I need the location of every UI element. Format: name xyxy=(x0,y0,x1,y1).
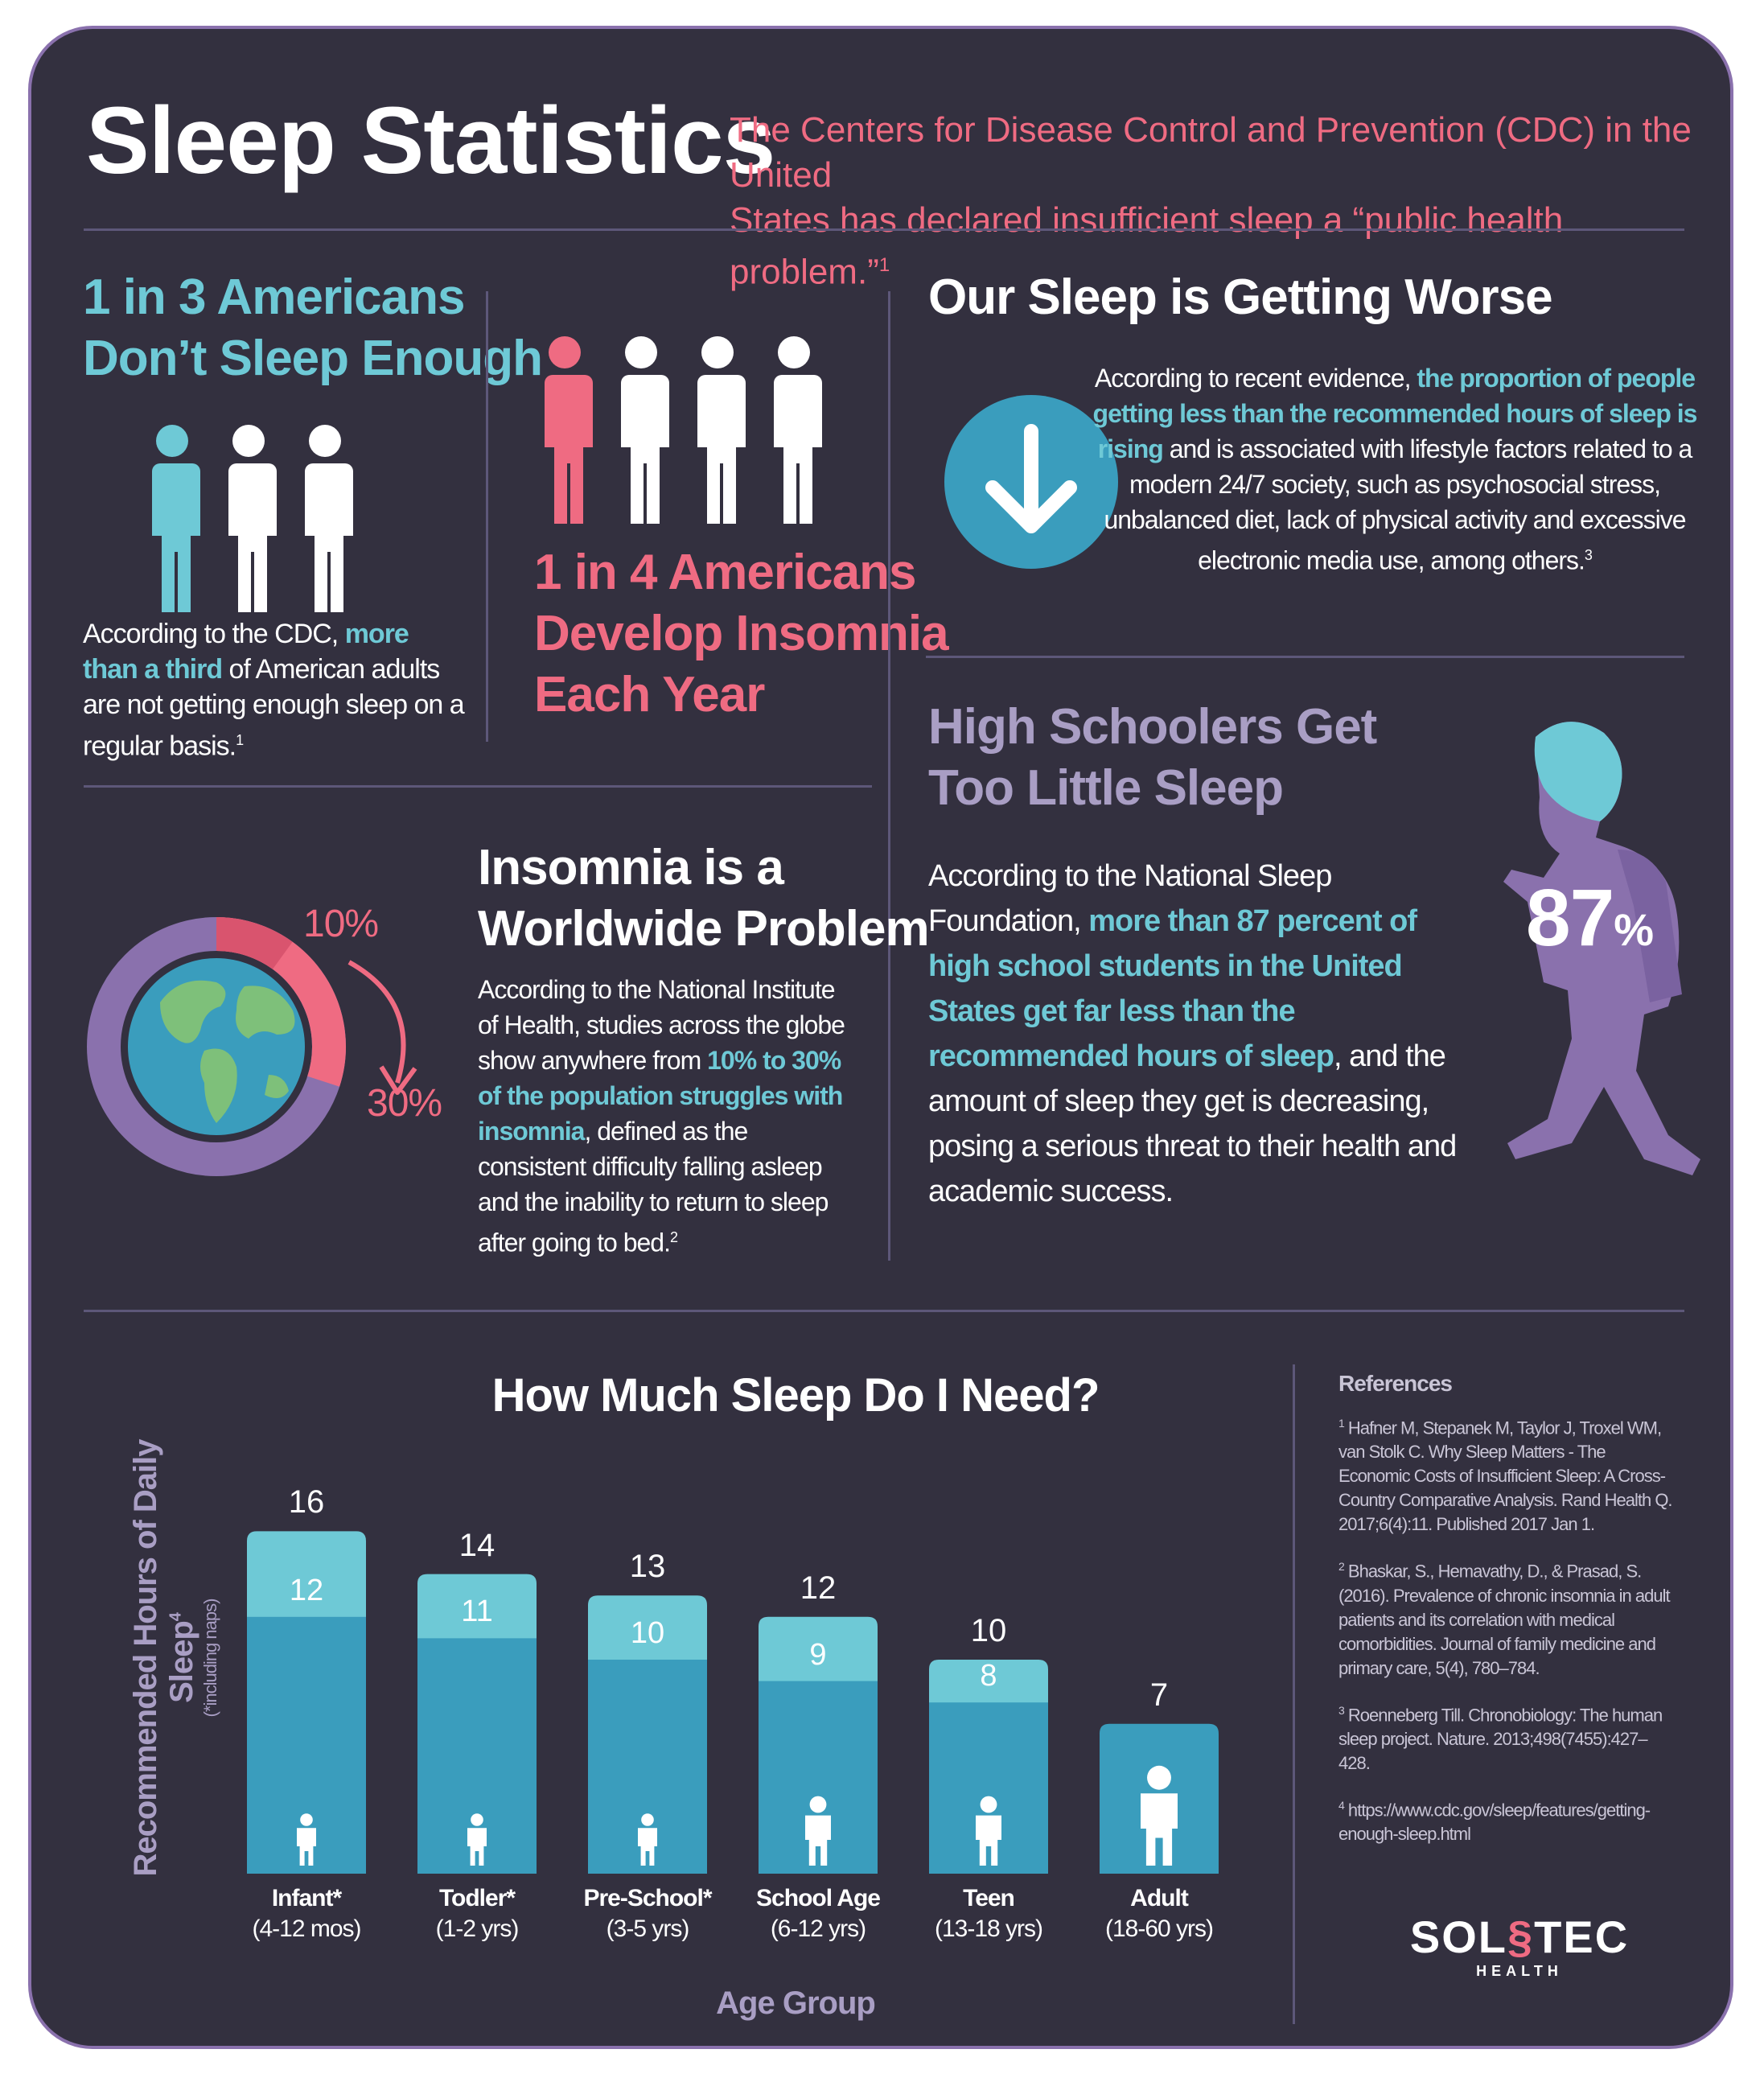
ring-label-high: 30% xyxy=(367,1082,442,1125)
bar-category-label: Todler* (1-2 yrs) xyxy=(435,1885,520,1942)
percent-87: 87% xyxy=(1526,873,1654,963)
references-panel: References 1 Hafner M, Stepanek M, Taylo… xyxy=(1338,1371,1676,1864)
divider xyxy=(84,785,872,788)
bar-value-min: 9 xyxy=(809,1637,827,1672)
bar-chart xyxy=(247,1531,1219,1874)
divider xyxy=(926,656,1684,658)
divider xyxy=(486,291,488,742)
student-silhouette-icon xyxy=(1503,722,1700,1175)
bar-value-max: 16 xyxy=(288,1484,325,1520)
divider xyxy=(888,291,890,1261)
panel-1in3-heading: 1 in 3 Americans Don’t Sleep Enough xyxy=(83,270,543,386)
school-child-icon xyxy=(805,1796,831,1866)
panel-1in3-text: According to the CDC, more than a third … xyxy=(83,619,465,762)
bar-category-label: Teen (13-18 yrs) xyxy=(934,1885,1043,1942)
panel-highschool-heading: High Schoolers Get Too Little Sleep xyxy=(928,699,1377,816)
panel-worldwide-heading: Insomnia is a Worldwide Problem xyxy=(478,840,930,957)
globe-ring-icon xyxy=(87,917,346,1176)
bar-value-min: 11 xyxy=(461,1595,493,1629)
bar-value-max: 10 xyxy=(970,1613,1007,1648)
infant-icon xyxy=(297,1813,316,1866)
panel-1in4-heading: 1 in 4 Americans Develop Insomnia Each Y… xyxy=(534,545,949,722)
ring-label-low: 10% xyxy=(303,903,379,945)
bar-value-max: 13 xyxy=(629,1549,666,1585)
toddler-icon xyxy=(467,1813,487,1866)
bar-value-min: 12 xyxy=(289,1573,324,1607)
teen-icon xyxy=(975,1796,1001,1866)
page-subtitle: The Centers for Disease Control and Prev… xyxy=(730,110,1692,292)
chart-title: How Much Sleep Do I Need? xyxy=(491,1369,1100,1422)
divider xyxy=(84,228,1684,231)
bar-category-label: Infant* (4-12 mos) xyxy=(252,1885,361,1942)
arrow-down-icon xyxy=(944,395,1118,569)
bar-category-label: School Age (6-12 yrs) xyxy=(756,1885,881,1942)
reference-item: 1 Hafner M, Stepanek M, Taylor J, Troxel… xyxy=(1338,1417,1673,1535)
preschool-child-icon xyxy=(638,1813,657,1866)
bar-value-max: 7 xyxy=(1149,1677,1169,1713)
references-heading: References xyxy=(1338,1371,1453,1396)
panel-highschool-text: According to the National Sleep Foundati… xyxy=(928,859,1457,1208)
bar-value-min: 10 xyxy=(630,1616,665,1650)
panel-worldwide-text: According to the National Institute of H… xyxy=(478,975,845,1257)
bar-category-label: Pre-School* (3-5 yrs) xyxy=(583,1885,712,1942)
divider xyxy=(84,1310,1684,1312)
reference-item: 4 https://www.cdc.gov/sleep/features/get… xyxy=(1338,1798,1651,1845)
adult-icon xyxy=(1141,1765,1178,1866)
soltec-logo: SOL§TEC HEALTH xyxy=(1409,1911,1630,1979)
panel-worse-text: According to recent evidence, the propor… xyxy=(1092,364,1698,575)
infographic-card: Sleep Statistics The Centers for Disease… xyxy=(28,26,1733,2049)
references-list: 1 Hafner M, Stepanek M, Taylor J, Troxel… xyxy=(1338,1411,1676,1846)
bar-category-label: Adult (18-60 yrs) xyxy=(1104,1885,1214,1942)
bar-value-max: 14 xyxy=(458,1527,495,1563)
divider xyxy=(1293,1364,1295,2024)
helix-icon: § xyxy=(1507,1911,1535,1962)
reference-item: 3 Roenneberg Till. Chronobiology: The hu… xyxy=(1338,1703,1663,1773)
bar-value-min: 8 xyxy=(980,1659,997,1693)
page-title: Sleep Statistics xyxy=(86,88,775,194)
reference-item: 2 Bhaskar, S., Hemavathy, D., & Prasad, … xyxy=(1338,1560,1671,1678)
panel-worse-heading: Our Sleep is Getting Worse xyxy=(928,270,1553,325)
bar-value-max: 12 xyxy=(800,1570,837,1606)
bar-min xyxy=(929,1702,1048,1874)
chart-xlabel: Age Group xyxy=(716,1985,876,2021)
arrow-curve-icon xyxy=(347,960,417,1095)
